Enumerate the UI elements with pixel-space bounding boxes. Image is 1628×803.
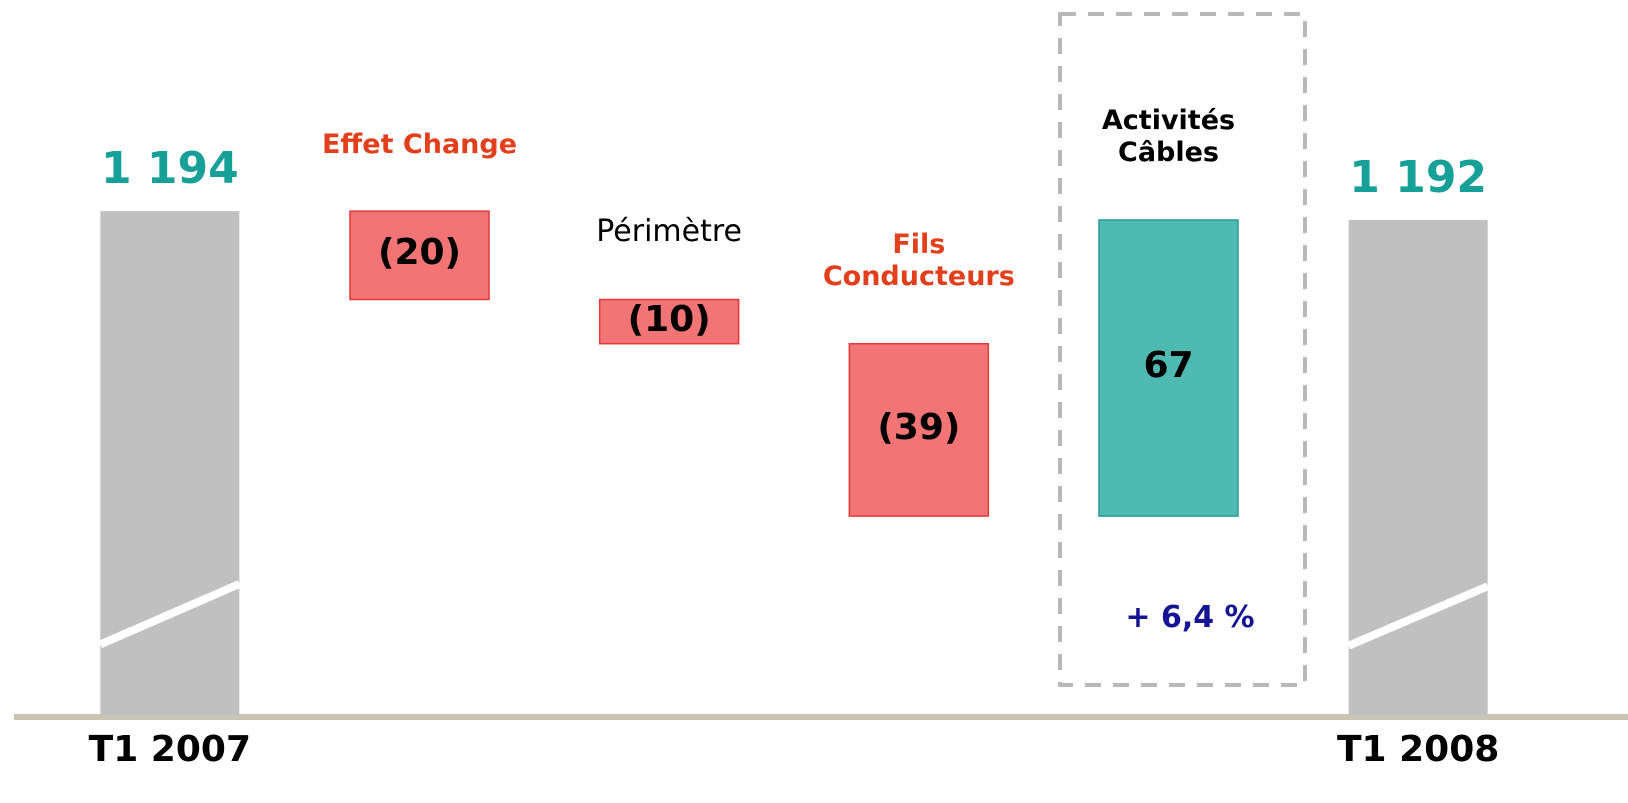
value-label: 67 <box>1143 345 1194 387</box>
annotation: + 6,4 % <box>1125 600 1255 635</box>
category-label: Périmètre <box>596 213 743 249</box>
axis-break <box>1347 582 1490 650</box>
category-label: Fils Conducteurs <box>822 228 1015 293</box>
axis-break <box>98 580 241 649</box>
category-label: Effet Change <box>321 129 518 161</box>
category-label: T1 2008 <box>1336 729 1500 770</box>
bar <box>349 210 490 301</box>
total-label: 1 194 <box>100 143 239 195</box>
bar <box>598 298 740 345</box>
total-label: 1 192 <box>1349 151 1488 203</box>
value-label: (39) <box>877 406 961 448</box>
value-label: (10) <box>627 298 711 340</box>
category-label: T1 2007 <box>88 729 251 770</box>
category-label: Activités Câbles <box>1101 104 1236 169</box>
value-label: (20) <box>377 232 461 274</box>
bar <box>848 342 990 517</box>
highlight-box <box>1058 12 1307 687</box>
bar <box>1098 219 1239 517</box>
